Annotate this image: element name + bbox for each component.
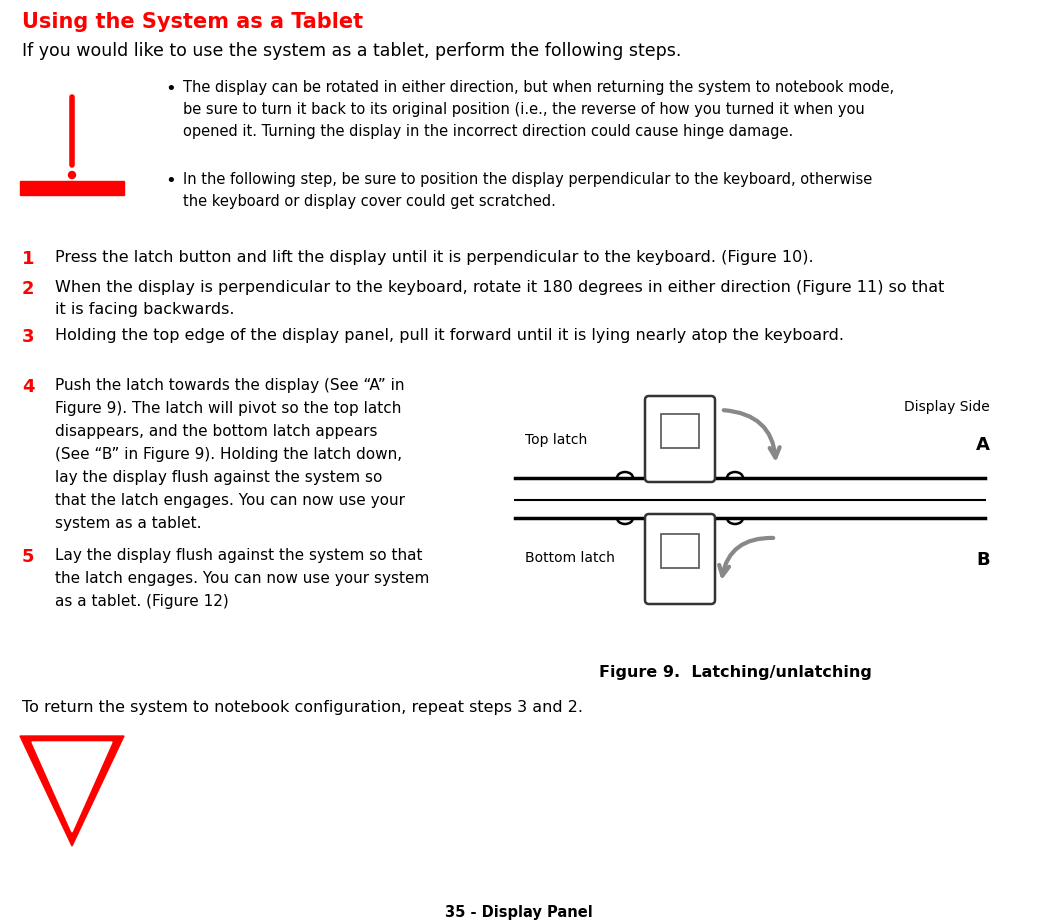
Text: opened it. Turning the display in the incorrect direction could cause hinge dama: opened it. Turning the display in the in… bbox=[183, 124, 793, 139]
Text: Press the latch button and lift the display until it is perpendicular to the key: Press the latch button and lift the disp… bbox=[55, 250, 814, 265]
FancyArrowPatch shape bbox=[724, 410, 779, 458]
Polygon shape bbox=[32, 742, 112, 832]
FancyArrowPatch shape bbox=[719, 538, 773, 576]
Text: A: A bbox=[976, 436, 990, 454]
FancyBboxPatch shape bbox=[645, 396, 715, 482]
Text: In the following step, be sure to position the display perpendicular to the keyb: In the following step, be sure to positi… bbox=[183, 172, 873, 187]
Text: Lay the display flush against the system so that: Lay the display flush against the system… bbox=[55, 548, 423, 563]
Polygon shape bbox=[20, 736, 124, 846]
Text: lay the display flush against the system so: lay the display flush against the system… bbox=[55, 470, 382, 485]
Text: Bottom latch: Bottom latch bbox=[525, 551, 615, 565]
Text: system as a tablet.: system as a tablet. bbox=[55, 516, 202, 531]
Text: B: B bbox=[977, 551, 990, 569]
Circle shape bbox=[69, 171, 76, 179]
Text: 5: 5 bbox=[22, 548, 34, 566]
Text: 35 - Display Panel: 35 - Display Panel bbox=[445, 905, 593, 920]
FancyBboxPatch shape bbox=[645, 514, 715, 604]
Text: (See “B” in Figure 9). Holding the latch down,: (See “B” in Figure 9). Holding the latch… bbox=[55, 447, 402, 462]
Text: Figure 9). The latch will pivot so the top latch: Figure 9). The latch will pivot so the t… bbox=[55, 401, 401, 416]
Text: When the display is perpendicular to the keyboard, rotate it 180 degrees in eith: When the display is perpendicular to the… bbox=[55, 280, 944, 295]
Text: Holding the top edge of the display panel, pull it forward until it is lying nea: Holding the top edge of the display pane… bbox=[55, 328, 844, 343]
Text: that the latch engages. You can now use your: that the latch engages. You can now use … bbox=[55, 493, 405, 508]
Text: 1: 1 bbox=[22, 250, 34, 268]
Text: disappears, and the bottom latch appears: disappears, and the bottom latch appears bbox=[55, 424, 377, 439]
Text: Display Side: Display Side bbox=[904, 400, 990, 414]
Text: The display can be rotated in either direction, but when returning the system to: The display can be rotated in either dir… bbox=[183, 80, 895, 95]
Text: 2: 2 bbox=[22, 280, 34, 298]
Text: 4: 4 bbox=[22, 378, 34, 396]
Text: 3: 3 bbox=[22, 328, 34, 346]
Text: be sure to turn it back to its original position (i.e., the reverse of how you t: be sure to turn it back to its original … bbox=[183, 102, 864, 117]
Text: the keyboard or display cover could get scratched.: the keyboard or display cover could get … bbox=[183, 194, 556, 209]
Text: Figure 9.  Latching/unlatching: Figure 9. Latching/unlatching bbox=[598, 665, 872, 680]
Text: •: • bbox=[165, 172, 176, 190]
FancyBboxPatch shape bbox=[661, 534, 699, 568]
Text: Push the latch towards the display (See “A” in: Push the latch towards the display (See … bbox=[55, 378, 404, 393]
Text: as a tablet. (Figure 12): as a tablet. (Figure 12) bbox=[55, 594, 229, 609]
Text: Using the System as a Tablet: Using the System as a Tablet bbox=[22, 12, 363, 32]
Text: it is facing backwards.: it is facing backwards. bbox=[55, 302, 235, 317]
Text: If you would like to use the system as a tablet, perform the following steps.: If you would like to use the system as a… bbox=[22, 42, 682, 60]
Text: •: • bbox=[165, 80, 176, 98]
FancyBboxPatch shape bbox=[661, 414, 699, 448]
Text: To return the system to notebook configuration, repeat steps 3 and 2.: To return the system to notebook configu… bbox=[22, 700, 583, 715]
Text: the latch engages. You can now use your system: the latch engages. You can now use your … bbox=[55, 571, 429, 586]
FancyBboxPatch shape bbox=[20, 181, 124, 195]
Text: Top latch: Top latch bbox=[525, 433, 587, 447]
